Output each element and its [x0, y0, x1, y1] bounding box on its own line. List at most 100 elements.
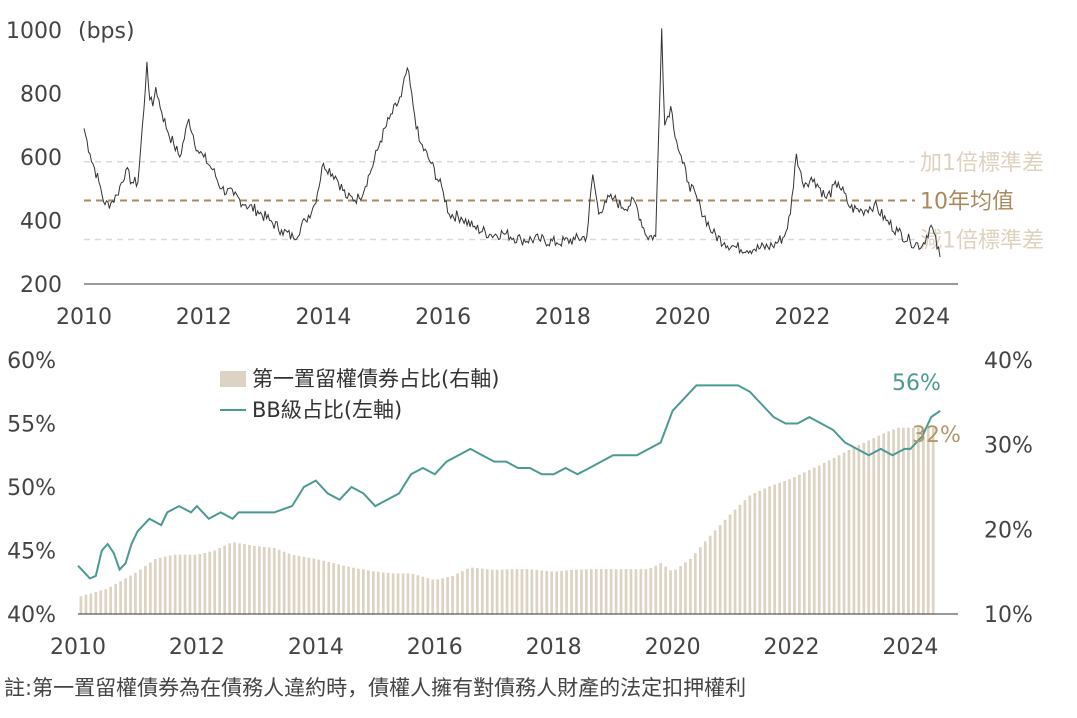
- bar-mark: [808, 470, 811, 614]
- bar-mark: [713, 530, 717, 614]
- bar-mark: [406, 573, 410, 614]
- bar-mark: [867, 440, 871, 614]
- x-tick-label-bottom: 2014: [288, 635, 344, 660]
- bar-mark: [812, 467, 816, 614]
- bar-mark: [644, 569, 648, 614]
- bar-mark: [386, 572, 390, 614]
- y-tick-label: 1000: [6, 19, 62, 44]
- bar-mark: [788, 479, 791, 614]
- x-tick-label: 2022: [774, 305, 830, 330]
- bar-mark: [233, 542, 236, 614]
- bar-mark: [664, 566, 667, 614]
- bar-mark: [842, 452, 846, 614]
- bar-mark: [446, 577, 449, 614]
- bar-mark: [119, 581, 122, 614]
- bar-mark: [129, 575, 132, 614]
- bar-mark: [649, 568, 653, 614]
- bar-mark: [535, 569, 539, 614]
- bar-mark: [317, 559, 321, 614]
- bar-mark: [575, 569, 578, 614]
- bar-mark: [307, 557, 311, 614]
- bar-mark: [931, 427, 935, 614]
- bar-mark: [684, 562, 687, 614]
- bar-mark: [733, 509, 737, 614]
- bar-mark: [822, 463, 826, 614]
- bar-mark: [614, 569, 618, 614]
- bar-mark: [277, 549, 281, 614]
- y-left-tick-label: 50%: [7, 476, 56, 501]
- y-right-tick-label: 10%: [984, 603, 1033, 628]
- bar-mark: [703, 541, 707, 614]
- bar-mark: [555, 571, 558, 614]
- bar-mark: [173, 554, 177, 614]
- bar-mark: [550, 571, 553, 614]
- bar-mark: [272, 548, 276, 614]
- x-tick-label-bottom: 2020: [645, 635, 701, 660]
- bar-mark: [134, 572, 137, 614]
- bar-mark: [342, 565, 345, 614]
- bar-mark: [193, 554, 197, 614]
- bar-mark: [847, 450, 851, 614]
- bar-mark: [505, 569, 509, 614]
- bar-mark: [490, 569, 494, 614]
- bar-mark: [441, 578, 444, 614]
- bar-mark: [798, 474, 801, 614]
- bar-mark: [267, 547, 271, 614]
- bar-mark: [803, 472, 806, 614]
- x-tick-label-bottom: 2022: [764, 635, 820, 660]
- bar-mark: [248, 545, 251, 614]
- x-tick-label: 2018: [535, 305, 591, 330]
- bar-mark: [163, 556, 167, 614]
- reference-label: 10年均值: [920, 189, 1014, 214]
- legend-bar-swatch: [220, 371, 246, 387]
- legend: 第一置留權債券占比(右軸) BB級占比(左軸): [220, 367, 499, 422]
- bar-mark: [168, 555, 172, 614]
- bar-mark: [872, 438, 876, 614]
- bar-mark: [624, 569, 628, 614]
- bar-mark: [262, 547, 266, 614]
- bar-mark: [694, 553, 697, 614]
- bar-mark: [381, 572, 385, 614]
- spread-series-line: [83, 28, 941, 258]
- bar-mark: [376, 571, 380, 614]
- bar-mark: [461, 571, 464, 614]
- bar-mark: [99, 590, 103, 614]
- bar-mark: [322, 560, 326, 614]
- bar-mark: [84, 594, 88, 614]
- bar-mark: [297, 556, 301, 614]
- bar-mark: [352, 567, 355, 614]
- bar-mark: [748, 495, 752, 614]
- bar-mark: [609, 569, 613, 614]
- x-tick-label: 2024: [894, 305, 950, 330]
- bar-mark: [837, 455, 841, 614]
- bar-mark: [877, 435, 881, 614]
- bar-mark: [456, 573, 459, 614]
- bar-mark: [540, 570, 544, 614]
- y-tick-label: 600: [20, 146, 62, 171]
- bar-mark: [396, 573, 400, 614]
- legend-line-label: BB級占比(左軸): [252, 398, 402, 422]
- bar-mark: [902, 427, 905, 614]
- bar-mark: [926, 427, 930, 614]
- bar-mark: [495, 569, 499, 614]
- bar-mark: [599, 569, 603, 614]
- x-tick-label: 2010: [56, 305, 112, 330]
- bar-mark: [689, 559, 692, 614]
- bar-mark: [208, 551, 212, 614]
- unit-label: (bps): [78, 19, 135, 44]
- bar-mark: [917, 427, 920, 614]
- bar-mark: [426, 578, 430, 614]
- bar-mark: [758, 490, 762, 614]
- bar-mark: [243, 544, 246, 614]
- bar-mark: [302, 556, 306, 614]
- bar-mark: [654, 565, 658, 614]
- bar-mark: [862, 442, 866, 614]
- bar-mark: [178, 554, 182, 614]
- bar-mark: [530, 569, 534, 614]
- bar-mark: [594, 569, 598, 614]
- x-tick-label: 2014: [295, 305, 351, 330]
- bar-mark: [223, 545, 226, 614]
- y-tick-label: 800: [20, 83, 62, 108]
- bar-mark: [634, 569, 638, 614]
- bar-mark: [570, 570, 573, 614]
